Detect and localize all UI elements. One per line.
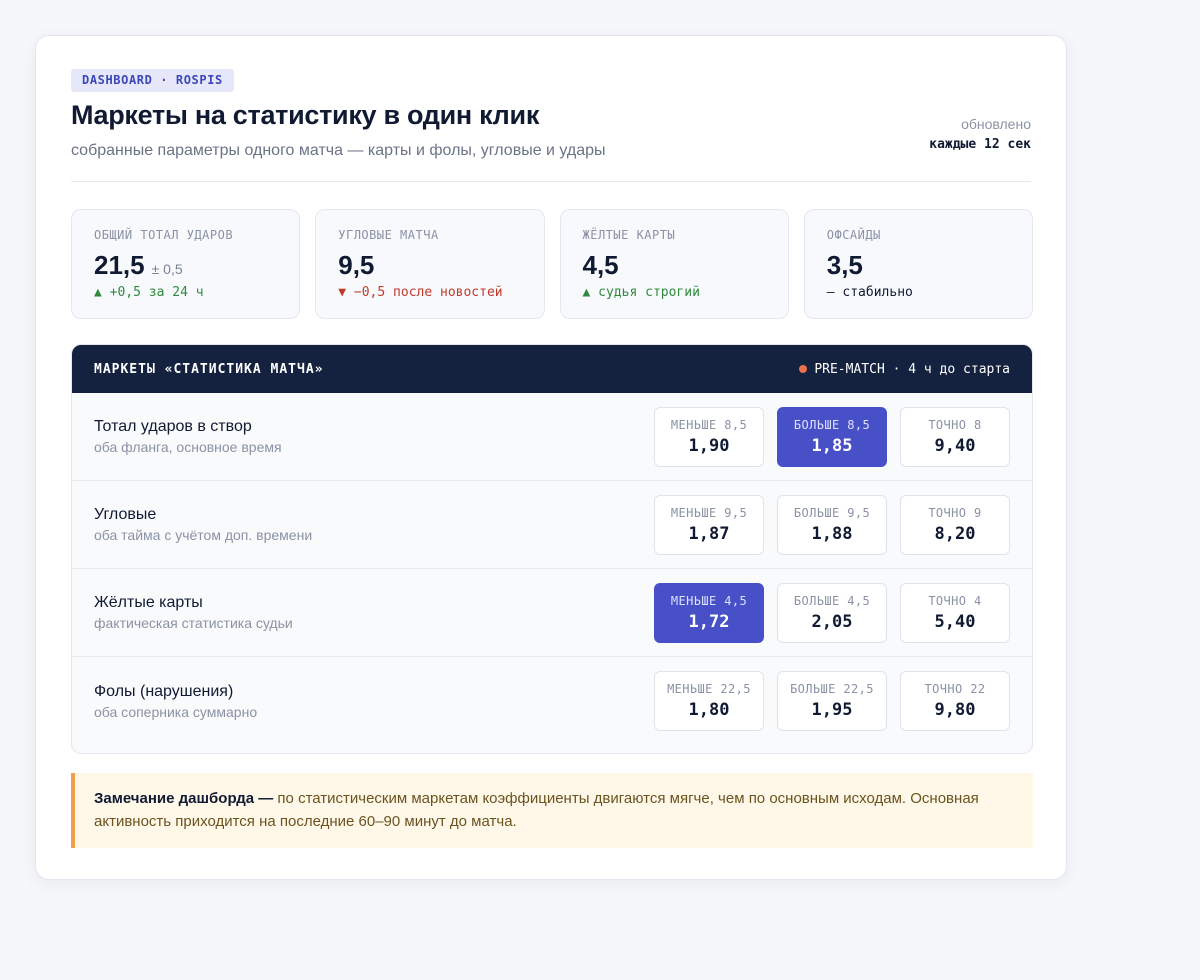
market-info: Угловые оба тайма с учётом доп. времени xyxy=(94,506,312,543)
odds-value: 1,72 xyxy=(688,611,730,632)
page-subtitle: собранные параметры одного матча — карты… xyxy=(71,142,606,159)
odds-group: МЕНЬШЕ 4,5 1,72 БОЛЬШЕ 4,5 2,05 ТОЧНО 4 … xyxy=(654,582,1010,643)
odds-button-exact[interactable]: ТОЧНО 9 8,20 xyxy=(900,494,1010,555)
market-name: Тотал ударов в створ xyxy=(94,418,252,435)
kpi-delta: ▲ судья строгий xyxy=(582,285,700,300)
odds-button-exact[interactable]: ТОЧНО 4 5,40 xyxy=(900,582,1010,643)
markets-table: МАРКЕТЫ «СТАТИСТИКА МАТЧА» PRE-MATCH · 4… xyxy=(71,344,1033,754)
kpi-value: 9,5 xyxy=(338,250,375,280)
market-name: Угловые xyxy=(94,506,157,523)
odds-value: 9,40 xyxy=(934,435,976,456)
odds-value: 1,90 xyxy=(688,435,730,456)
odds-label: ТОЧНО 22 xyxy=(924,682,986,696)
market-info: Фолы (нарушения) оба соперника суммарно xyxy=(94,683,257,720)
odds-button-over[interactable]: БОЛЬШЕ 22,5 1,95 xyxy=(777,671,887,731)
kpi-card-offsides: ОФСАЙДЫ 3,5 — стабильно xyxy=(803,209,1033,319)
kpi-tolerance: ± 0,5 xyxy=(151,261,183,277)
market-description: оба тайма с учётом доп. времени xyxy=(94,527,313,543)
market-row-shots-on-target: Тотал ударов в створ оба фланга, основно… xyxy=(72,393,1032,481)
market-name: Фолы (нарушения) xyxy=(94,682,234,700)
update-info: обновлено каждые 12 сек xyxy=(929,116,1031,152)
odds-button-exact[interactable]: ТОЧНО 8 9,40 xyxy=(900,406,1010,467)
odds-label: БОЛЬШЕ 4,5 xyxy=(793,593,871,608)
kpi-label: ЖЁЛТЫЕ КАРТЫ xyxy=(582,228,676,242)
market-info: Жёлтые карты фактическая статистика судь… xyxy=(94,594,293,631)
dashboard-tag: DASHBOARD · ROSPIS xyxy=(71,69,234,92)
kpi-delta: — стабильно xyxy=(826,285,913,300)
match-status-text: PRE-MATCH · 4 ч до старта xyxy=(814,361,1010,377)
odds-label: БОЛЬШЕ 22,5 xyxy=(790,682,874,696)
odds-value: 5,40 xyxy=(934,611,976,632)
market-info: Тотал ударов в створ оба фланга, основно… xyxy=(94,418,282,455)
live-dot-icon xyxy=(799,365,808,373)
kpi-card-shots: ОБЩИЙ ТОТАЛ УДАРОВ 21,5 ± 0,5 ▲ +0,5 за … xyxy=(71,209,301,319)
kpi-card-corners: УГЛОВЫЕ МАТЧА 9,5 ▼ −0,5 после новостей xyxy=(315,209,545,319)
odds-label: ТОЧНО 4 xyxy=(928,593,982,608)
odds-button-over[interactable]: БОЛЬШЕ 8,5 1,85 xyxy=(777,406,887,467)
odds-button-over[interactable]: БОЛЬШЕ 4,5 2,05 xyxy=(777,582,887,643)
market-description: фактическая статистика судьи xyxy=(94,615,293,631)
odds-group: МЕНЬШЕ 8,5 1,90 БОЛЬШЕ 8,5 1,85 ТОЧНО 8 … xyxy=(654,406,1010,467)
market-row-fouls: Фолы (нарушения) оба соперника суммарно … xyxy=(72,657,1032,745)
odds-value: 2,05 xyxy=(811,611,853,632)
odds-button-under[interactable]: МЕНЬШЕ 4,5 1,72 xyxy=(654,582,764,643)
odds-value: 9,80 xyxy=(934,700,976,720)
kpi-label: УГЛОВЫЕ МАТЧА xyxy=(338,228,439,242)
kpi-row: ОБЩИЙ ТОТАЛ УДАРОВ 21,5 ± 0,5 ▲ +0,5 за … xyxy=(71,209,1033,319)
odds-value: 1,80 xyxy=(688,700,730,720)
odds-value: 1,85 xyxy=(811,435,853,456)
odds-button-under[interactable]: МЕНЬШЕ 22,5 1,80 xyxy=(654,671,764,731)
market-row-corners: Угловые оба тайма с учётом доп. времени … xyxy=(72,481,1032,569)
odds-label: БОЛЬШЕ 9,5 xyxy=(793,505,871,520)
odds-group: МЕНЬШЕ 22,5 1,80 БОЛЬШЕ 22,5 1,95 ТОЧНО … xyxy=(654,671,1010,731)
odds-value: 1,87 xyxy=(688,523,730,544)
odds-label: ТОЧНО 8 xyxy=(928,417,982,432)
odds-value: 8,20 xyxy=(934,523,976,544)
kpi-label: ОФСАЙДЫ xyxy=(826,228,881,242)
odds-button-over[interactable]: БОЛЬШЕ 9,5 1,88 xyxy=(777,494,887,555)
markets-header: МАРКЕТЫ «СТАТИСТИКА МАТЧА» PRE-MATCH · 4… xyxy=(72,345,1032,393)
odds-label: МЕНЬШЕ 8,5 xyxy=(670,417,748,432)
note-lead: Замечание дашборда — xyxy=(94,790,274,807)
updated-label: обновлено xyxy=(961,116,1031,132)
kpi-delta: ▼ −0,5 после новостей xyxy=(338,285,503,300)
odds-label: МЕНЬШЕ 22,5 xyxy=(667,682,751,696)
odds-value: 1,95 xyxy=(811,700,853,720)
updated-interval: каждые 12 сек xyxy=(929,137,1031,152)
odds-button-under[interactable]: МЕНЬШЕ 9,5 1,87 xyxy=(654,494,764,555)
odds-group: МЕНЬШЕ 9,5 1,87 БОЛЬШЕ 9,5 1,88 ТОЧНО 9 … xyxy=(654,494,1010,555)
dashboard-card: DASHBOARD · ROSPIS Маркеты на статистику… xyxy=(35,35,1067,880)
page-title: Маркеты на статистику в один клик xyxy=(71,100,540,130)
odds-label: ТОЧНО 9 xyxy=(928,505,982,520)
note-text: по статистическим маркетам коэффициенты … xyxy=(94,790,979,830)
markets-title: МАРКЕТЫ «СТАТИСТИКА МАТЧА» xyxy=(94,361,324,377)
market-name: Жёлтые карты xyxy=(94,594,203,611)
market-description: оба соперника суммарно xyxy=(94,703,258,720)
dashboard-note: Замечание дашборда — по статистическим м… xyxy=(71,773,1033,848)
kpi-value: 3,5 xyxy=(826,250,863,280)
odds-button-exact[interactable]: ТОЧНО 22 9,80 xyxy=(900,671,1010,731)
odds-label: МЕНЬШЕ 4,5 xyxy=(670,593,748,608)
market-description: оба фланга, основное время xyxy=(94,439,282,455)
odds-label: БОЛЬШЕ 8,5 xyxy=(793,417,871,432)
odds-label: МЕНЬШЕ 9,5 xyxy=(670,505,748,520)
market-row-yellow-cards: Жёлтые карты фактическая статистика судь… xyxy=(72,569,1032,657)
match-status: PRE-MATCH · 4 ч до старта xyxy=(799,362,1010,377)
kpi-label: ОБЩИЙ ТОТАЛ УДАРОВ xyxy=(94,228,234,242)
header-divider xyxy=(71,181,1031,182)
kpi-delta: ▲ +0,5 за 24 ч xyxy=(94,285,204,300)
kpi-value: 21,5 xyxy=(94,250,145,280)
kpi-value: 4,5 xyxy=(582,250,619,280)
kpi-card-yellow-cards: ЖЁЛТЫЕ КАРТЫ 4,5 ▲ судья строгий xyxy=(559,209,789,319)
odds-value: 1,88 xyxy=(811,523,853,544)
odds-button-under[interactable]: МЕНЬШЕ 8,5 1,90 xyxy=(654,406,764,467)
